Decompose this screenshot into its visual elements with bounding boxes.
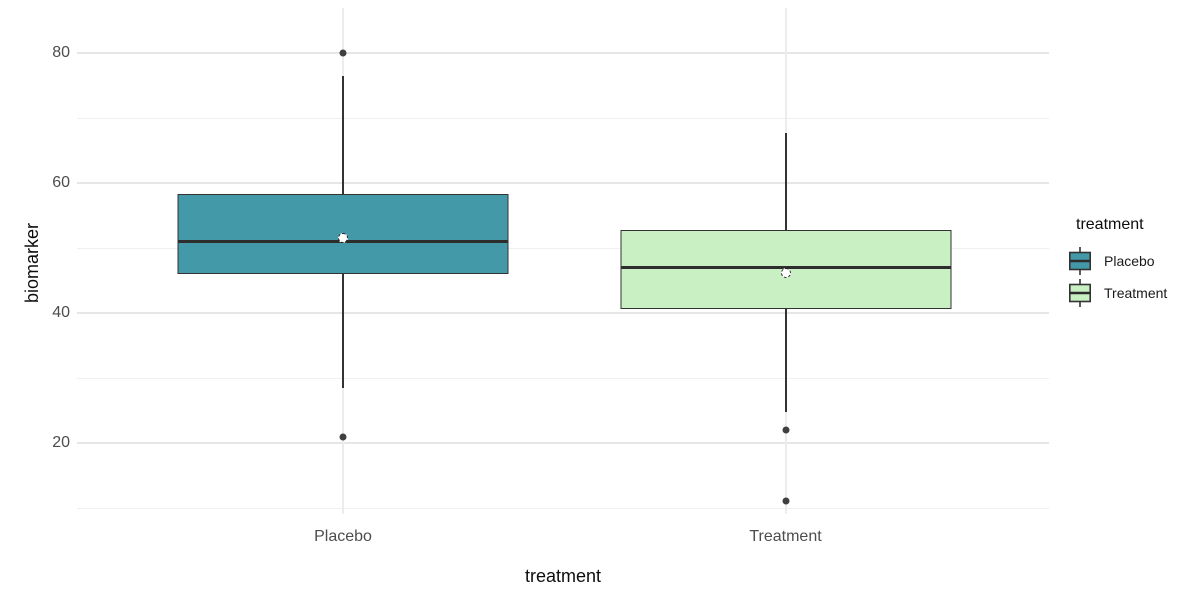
- gridline-minor-30: [77, 377, 1049, 379]
- y-tick-label-40: 40: [52, 304, 70, 322]
- median-treatment: [621, 266, 950, 270]
- legend: treatment Placebo Treatment: [1062, 216, 1197, 309]
- x-tick-label-placebo: Placebo: [314, 528, 372, 545]
- legend-item-treatment: Treatment: [1062, 277, 1197, 309]
- legend-label-placebo: Placebo: [1104, 253, 1155, 269]
- plot-panel: [77, 8, 1049, 514]
- gridline-major-20: [77, 442, 1049, 445]
- whisker-upper-treatment: [784, 132, 787, 231]
- mean-marker-treatment: [780, 268, 791, 278]
- legend-label-treatment: Treatment: [1104, 285, 1168, 301]
- gridline-minor-70: [77, 117, 1049, 119]
- gridline-minor-10: [77, 507, 1049, 509]
- gridline-major-40: [77, 312, 1049, 315]
- y-tick-label-80: 80: [52, 44, 70, 62]
- mean-marker-placebo: [338, 232, 348, 243]
- y-tick-label-20: 20: [52, 434, 70, 452]
- gridline-minor-50: [77, 247, 1049, 249]
- gridline-major-60: [77, 182, 1049, 185]
- legend-title: treatment: [1076, 216, 1144, 233]
- x-axis-title: treatment: [524, 566, 602, 586]
- y-axis-title: biomarker: [22, 222, 42, 304]
- boxplot-glyph-icon: [1068, 279, 1091, 307]
- whisker-lower-placebo: [342, 274, 344, 389]
- outlier-point-treatment-1: [782, 497, 789, 504]
- outlier-point-treatment-0: [782, 426, 789, 434]
- x-tick-label-treatment: Treatment: [749, 528, 822, 545]
- whisker-upper-placebo: [342, 76, 344, 195]
- gridline-major-80: [77, 52, 1049, 55]
- outlier-point-placebo-0: [339, 49, 347, 57]
- boxplot-glyph-icon: [1068, 247, 1091, 275]
- whisker-lower-treatment: [784, 308, 787, 413]
- outlier-point-placebo-1: [339, 433, 347, 441]
- legend-item-placebo: Placebo: [1062, 245, 1197, 277]
- y-tick-label-60: 60: [52, 174, 70, 192]
